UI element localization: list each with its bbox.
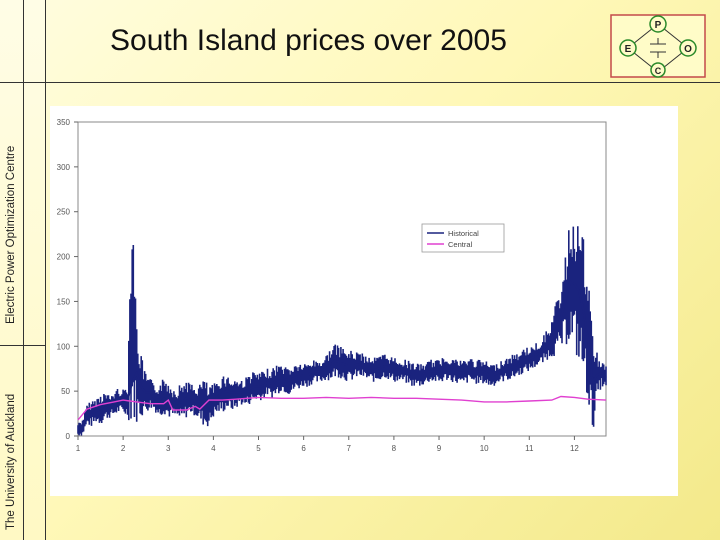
x-tick-label: 5 — [256, 444, 261, 453]
sidebar-divider-inner — [23, 0, 24, 540]
page-title: South Island prices over 2005 — [110, 24, 507, 57]
x-tick-label: 12 — [570, 444, 579, 453]
y-tick-label: 300 — [57, 163, 71, 172]
logo-letter-c: C — [655, 66, 662, 76]
legend-label: Central — [448, 240, 473, 249]
logo-letter-p: P — [655, 20, 662, 31]
central-series-line — [77, 395, 607, 421]
y-tick-label: 50 — [61, 387, 70, 396]
x-tick-label: 11 — [525, 444, 534, 453]
legend-box — [421, 223, 505, 253]
epoc-logo: P E O C — [610, 14, 706, 78]
y-tick-label: 150 — [57, 297, 71, 306]
x-tick-label: 7 — [347, 444, 352, 453]
sidebar-lower-text: The University of Auckland — [5, 393, 17, 530]
x-tick-label: 6 — [301, 444, 306, 453]
y-tick-label: 100 — [57, 342, 71, 351]
legend-label: Historical — [448, 229, 479, 238]
y-tick-label: 0 — [66, 432, 71, 441]
x-tick-label: 8 — [392, 444, 397, 453]
x-tick-label: 3 — [166, 444, 171, 453]
x-tick-label: 2 — [121, 444, 126, 453]
historical-series-line — [77, 280, 607, 433]
title-underline — [0, 82, 720, 83]
y-tick-label: 350 — [57, 118, 71, 127]
sidebar-separator — [0, 345, 46, 346]
x-tick-label: 9 — [437, 444, 442, 453]
plot-frame — [77, 121, 607, 437]
x-tick-label: 10 — [480, 444, 489, 453]
logo-letter-e: E — [625, 44, 632, 55]
sidebar-upper-text: Electric Power Optimization Centre — [5, 145, 17, 324]
logo-letter-o: O — [684, 44, 692, 55]
y-tick-label: 200 — [57, 253, 71, 262]
y-tick-label: 250 — [57, 208, 71, 217]
x-tick-label: 4 — [211, 444, 216, 453]
x-tick-label: 1 — [76, 444, 81, 453]
sidebar-divider-outer — [45, 0, 46, 540]
